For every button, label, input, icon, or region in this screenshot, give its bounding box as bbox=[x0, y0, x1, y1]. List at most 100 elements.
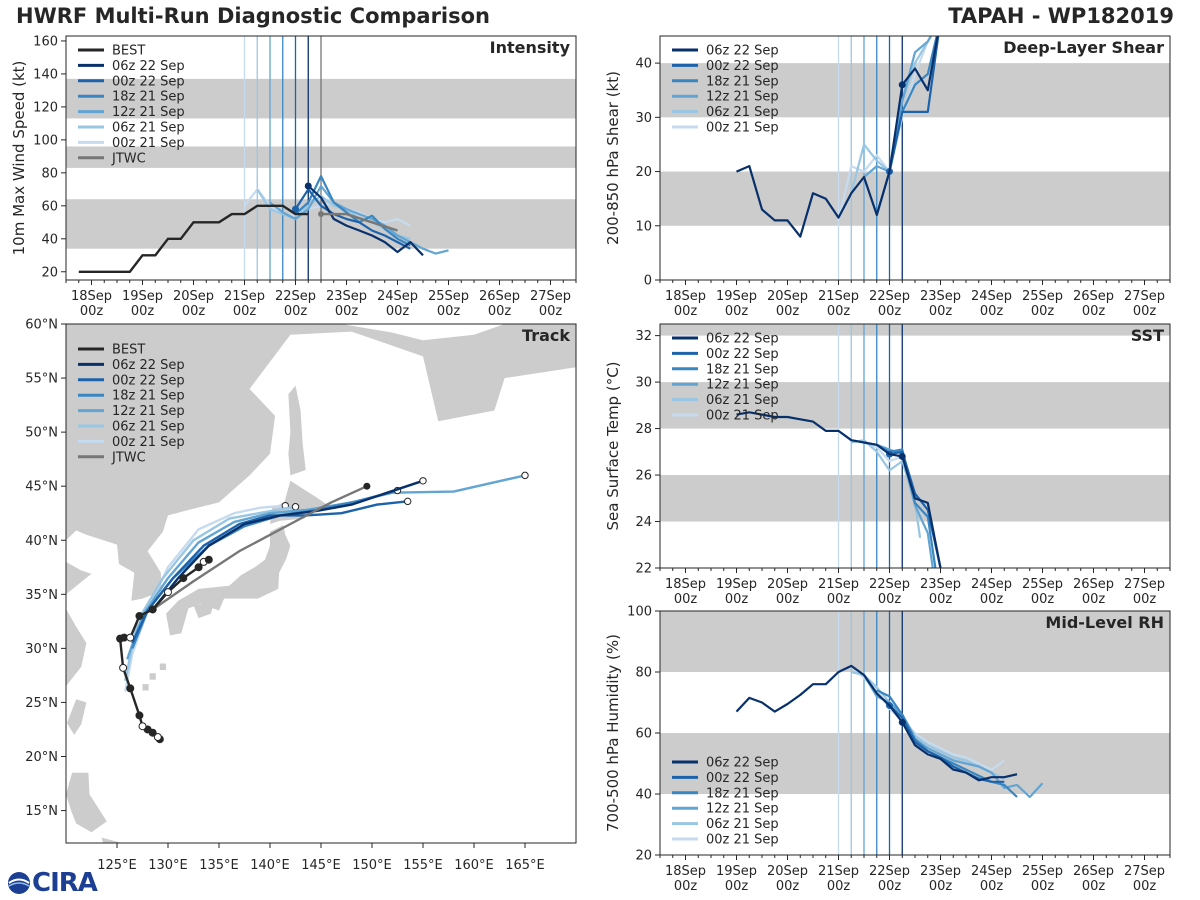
init-marker bbox=[304, 182, 312, 190]
shaded-band bbox=[660, 324, 1170, 336]
x-tick-label-line2: 00z bbox=[1082, 304, 1106, 319]
y-tick-label: 28 bbox=[635, 422, 652, 437]
legend-label: 00z 22 Sep bbox=[112, 74, 185, 89]
x-tick-label: 25Sep 00z bbox=[1022, 577, 1063, 607]
series-line bbox=[736, 411, 942, 568]
init-marker bbox=[898, 718, 906, 726]
series-line bbox=[307, 185, 424, 257]
legend-label: 06z 22 Sep bbox=[112, 358, 185, 373]
best-track-point bbox=[135, 611, 144, 620]
legend-label: 18z 21 Sep bbox=[706, 786, 779, 801]
model-track bbox=[124, 504, 286, 692]
lat-tick-label: 25°N bbox=[25, 696, 58, 711]
x-tick-label-line2: 00z bbox=[437, 304, 461, 319]
jtwc-end-marker bbox=[363, 482, 371, 490]
shaded-band bbox=[660, 382, 1170, 429]
x-tick-label-line2: 00z bbox=[1133, 592, 1157, 607]
best-track-point bbox=[153, 733, 162, 742]
jtwc-track bbox=[152, 485, 368, 611]
y-tick-label: 32 bbox=[635, 329, 652, 344]
y-tick-label: 100 bbox=[627, 605, 652, 620]
x-tick-label-line2: 00z bbox=[980, 304, 1004, 319]
lat-tick-label: 60°N bbox=[25, 318, 58, 333]
series-line bbox=[243, 188, 411, 227]
panel-title: Intensity bbox=[490, 38, 571, 57]
best-track-point bbox=[119, 663, 128, 672]
x-tick-label-line2: 00z bbox=[1082, 879, 1106, 894]
x-tick-label: 26Sep 00z bbox=[1073, 577, 1114, 607]
y-tick-label: 22 bbox=[635, 562, 652, 577]
lon-tick-label: 130°E bbox=[148, 858, 188, 873]
best-track-point bbox=[164, 588, 172, 597]
legend-label: 06z 22 Sep bbox=[112, 59, 185, 74]
x-tick-label: 27Sep 00z bbox=[1124, 289, 1165, 319]
y-tick-label: 100 bbox=[33, 133, 58, 148]
jtwc-line bbox=[321, 212, 398, 232]
x-tick-label: 23Sep 00z bbox=[920, 864, 961, 894]
x-tick-label: 25Sep 00z bbox=[1022, 289, 1063, 319]
x-tick-label: 18Sep 00z bbox=[665, 289, 706, 319]
legend-label: 06z 22 Sep bbox=[706, 756, 779, 771]
legend-label: 00z 22 Sep bbox=[706, 771, 779, 786]
y-tick-label: 0 bbox=[644, 274, 652, 289]
y-tick-label: 140 bbox=[33, 67, 58, 82]
x-tick-label-line2: 00z bbox=[1082, 592, 1106, 607]
x-tick-label: 25Sep 00z bbox=[1022, 864, 1063, 894]
lon-tick-label: 145°E bbox=[301, 858, 341, 873]
x-tick-label-line2: 00z bbox=[1133, 879, 1157, 894]
legend-label: JTWC bbox=[111, 450, 146, 465]
lat-tick-label: 30°N bbox=[25, 642, 58, 657]
x-tick-label: 19Sep 00z bbox=[716, 864, 757, 894]
x-tick-label: 22Sep 00z bbox=[275, 289, 316, 319]
legend-label: 00z 21 Sep bbox=[112, 435, 185, 450]
x-tick-label: 24Sep 00z bbox=[971, 289, 1012, 319]
plot-area bbox=[660, 36, 1170, 280]
cira-logo: CIRA bbox=[6, 868, 98, 898]
series-line bbox=[863, 36, 933, 178]
x-tick-label: 19Sep 00z bbox=[716, 577, 757, 607]
legend-label: 12z 21 Sep bbox=[706, 378, 779, 393]
x-tick-label-line2: 00z bbox=[776, 879, 800, 894]
intensity-panel: 20 40 60 80 100 120 140 160 18Sep 00z 19Sep 00z 20Se… bbox=[10, 34, 577, 319]
shaded-band bbox=[660, 611, 1170, 672]
mainland-asia bbox=[66, 324, 576, 601]
x-tick-label: 22Sep 00z bbox=[869, 864, 910, 894]
x-tick-label-line2: 00z bbox=[386, 304, 410, 319]
lon-tick-label: 125°E bbox=[97, 858, 137, 873]
x-tick-label: 20Sep 00z bbox=[767, 864, 808, 894]
init-marker bbox=[898, 81, 906, 89]
x-tick-label-line2: 00z bbox=[284, 304, 308, 319]
best-track-point bbox=[179, 574, 188, 583]
y-tick-label: 20 bbox=[41, 265, 58, 280]
x-tick-label: 19Sep 00z bbox=[716, 289, 757, 319]
series-line bbox=[888, 36, 940, 172]
luzon bbox=[66, 772, 107, 833]
best-track-point bbox=[135, 711, 144, 720]
legend-label: BEST bbox=[112, 44, 145, 59]
legend-label: 18z 21 Sep bbox=[112, 90, 185, 105]
x-tick-label-line2: 00z bbox=[929, 304, 953, 319]
y-tick-label: 24 bbox=[635, 515, 652, 530]
y-tick-label: 40 bbox=[635, 788, 652, 803]
x-tick-label-line2: 00z bbox=[878, 592, 902, 607]
best-track-point bbox=[148, 605, 157, 614]
x-tick-label-line2: 00z bbox=[980, 879, 1004, 894]
x-tick-label-line2: 00z bbox=[1133, 304, 1157, 319]
y-tick-label: 30 bbox=[635, 111, 652, 126]
x-tick-label: 27Sep 00z bbox=[530, 289, 571, 319]
x-tick-label-line2: 00z bbox=[1031, 304, 1055, 319]
lat-tick-label: 40°N bbox=[25, 534, 58, 549]
x-tick-label-line2: 00z bbox=[674, 592, 698, 607]
x-tick-label: 24Sep 00z bbox=[971, 577, 1012, 607]
x-tick-label: 27Sep 00z bbox=[1124, 577, 1165, 607]
x-tick-label: 26Sep 00z bbox=[1073, 289, 1114, 319]
lon-tick-label: 165°E bbox=[505, 858, 545, 873]
y-axis-label: 10m Max Wind Speed (kt) bbox=[10, 61, 28, 256]
x-tick-label-line2: 00z bbox=[827, 879, 851, 894]
taiwan bbox=[67, 699, 87, 735]
lat-tick-label: 50°N bbox=[25, 426, 58, 441]
panel-title: Deep-Layer Shear bbox=[1003, 38, 1164, 57]
best-track-line bbox=[78, 204, 309, 273]
